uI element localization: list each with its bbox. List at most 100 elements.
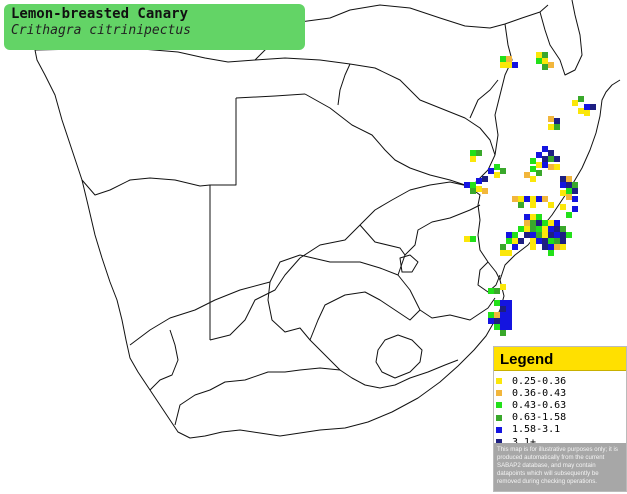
legend-swatch [496,402,502,409]
atlas-cell [536,52,542,58]
atlas-cell [530,220,536,226]
atlas-cell [560,226,566,232]
atlas-cell [560,190,566,196]
atlas-cell [554,238,560,244]
atlas-cell [548,156,554,162]
disclaimer-text: This map is for illustrative purposes on… [494,443,626,491]
atlas-cell [554,244,560,250]
atlas-cell [512,244,518,250]
legend-label: 0.25-0.36 [512,375,567,387]
atlas-cell [530,202,536,208]
atlas-cell [476,150,482,156]
atlas-cell [500,56,506,62]
atlas-cell [530,166,536,172]
atlas-cell [536,232,542,238]
atlas-cell [524,220,530,226]
atlas-cell [548,124,554,130]
legend-item: 3.1+ [494,436,626,448]
atlas-cell [536,162,542,168]
atlas-cell [584,104,590,110]
atlas-cell [536,226,542,232]
atlas-cell [494,300,500,306]
atlas-cell [542,156,548,162]
atlas-cell [482,176,488,182]
atlas-cell [566,212,572,218]
atlas-cell [530,238,536,244]
atlas-cell [500,284,506,290]
atlas-cell [548,244,554,250]
legend-heading: Legend [494,347,626,371]
atlas-cell [554,124,560,130]
atlas-cell [494,318,500,324]
atlas-cell [506,306,512,312]
atlas-cell [560,204,566,210]
atlas-cell [542,196,548,202]
atlas-cell [572,100,578,106]
atlas-cell [566,194,572,200]
atlas-cell [500,324,506,330]
atlas-cell [560,176,566,182]
atlas-cell [560,244,566,250]
atlas-cell [560,238,566,244]
atlas-cell [590,104,596,110]
atlas-cell [464,236,470,242]
country-borders [34,0,621,439]
atlas-cell [506,300,512,306]
atlas-cell [500,250,506,256]
species-title-box: Lemon-breasted Canary Crithagra citrinip… [4,4,305,50]
atlas-cell [518,238,524,244]
atlas-cell [554,118,560,124]
atlas-cell [518,196,524,202]
atlas-cell [530,244,536,250]
atlas-cell [548,238,554,244]
atlas-cell [494,172,500,178]
atlas-cell [542,220,548,226]
atlas-cell [566,232,572,238]
atlas-cell [476,186,482,192]
atlas-cell [494,324,500,330]
atlas-cell [542,226,548,232]
legend-list: 0.25-0.36 0.36-0.43 0.43-0.63 0.63-1.58 … [494,371,626,448]
legend-item: 0.25-0.36 [494,375,626,387]
atlas-cell [572,196,578,202]
atlas-cell [500,306,506,312]
atlas-cell [506,324,512,330]
atlas-cell [512,196,518,202]
atlas-cell [542,58,548,64]
atlas-cell [494,312,500,318]
atlas-cell [506,250,512,256]
atlas-cell [488,168,494,174]
atlas-cell [548,226,554,232]
legend-item: 0.36-0.43 [494,387,626,399]
legend-item: 0.63-1.58 [494,412,626,424]
atlas-cell [506,318,512,324]
atlas-cell [524,196,530,202]
atlas-cell [542,52,548,58]
atlas-cell [530,226,536,232]
atlas-cell [548,164,554,170]
atlas-cell [530,214,536,220]
atlas-cell [554,232,560,238]
atlas-cell [530,196,536,202]
atlas-cell [554,220,560,226]
legend-swatch [496,378,502,385]
atlas-cell [572,188,578,194]
atlas-cell [572,206,578,212]
atlas-cell [500,300,506,306]
atlas-cell [548,220,554,226]
legend-item: 0.43-0.63 [494,399,626,411]
atlas-cell [542,64,548,70]
atlas-cell [548,232,554,238]
atlas-cell [548,116,554,122]
legend-label: 0.36-0.43 [512,387,567,399]
atlas-cell [536,170,542,176]
atlas-cell [542,244,548,250]
atlas-cell [542,146,548,152]
atlas-cell [518,202,524,208]
atlas-cell [560,182,566,188]
legend-label: 1.58-3.1 [512,424,561,436]
atlas-cell [536,214,542,220]
atlas-cell [464,182,470,188]
atlas-cell [548,202,554,208]
atlas-cell [524,232,530,238]
